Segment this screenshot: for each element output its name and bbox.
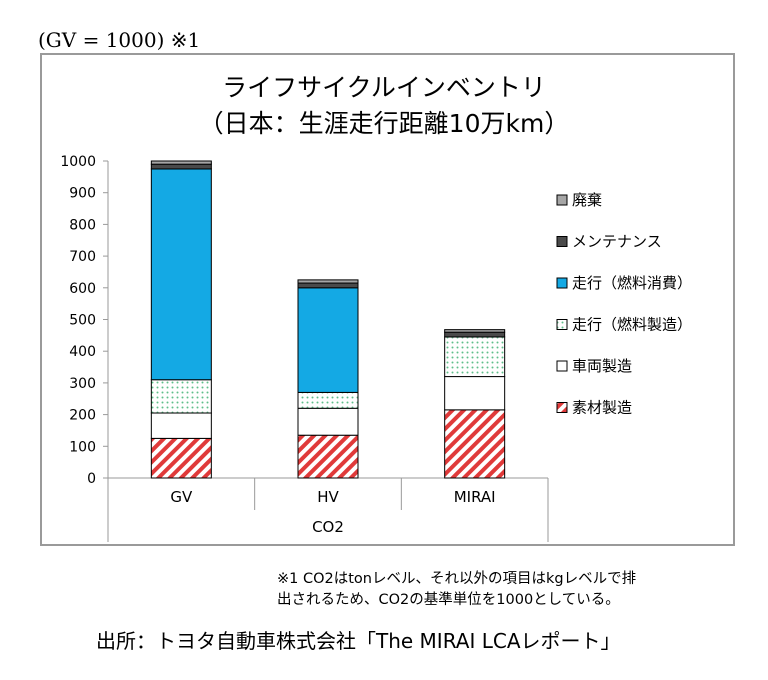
legend-label: 廃棄 xyxy=(572,191,602,209)
group-label: CO2 xyxy=(312,518,344,536)
legend-swatch xyxy=(556,277,568,289)
bar-segment xyxy=(444,329,506,333)
y-tick-label: 100 xyxy=(69,439,96,455)
stacked-bar-chart: 0 100 200 300 400 500 600 700 800 900 1000 CO2 GV HV M… xyxy=(60,154,692,542)
bar-segment xyxy=(297,287,359,393)
legend-label: 素材製造 xyxy=(572,399,632,417)
y-tick-label: 200 xyxy=(69,408,96,424)
legend-label: 車両製造 xyxy=(572,357,632,375)
bar-segment xyxy=(444,376,506,411)
footnote-line-1: ※1 CO2はtonレベル、それ以外の項目はkgレベルで排 xyxy=(277,571,637,587)
legend-swatch xyxy=(556,360,568,372)
legend-swatch xyxy=(556,319,568,330)
bar-segment xyxy=(297,407,359,436)
footnote-line-2: 出されるため、CO2の基準単位を1000としている。 xyxy=(277,592,620,608)
x-tick-label: HV xyxy=(317,488,339,506)
x-tick-label: GV xyxy=(170,488,193,506)
bar-segment xyxy=(297,279,359,284)
y-tick-label: 600 xyxy=(69,281,96,297)
legend-label: メンテナンス xyxy=(572,233,662,251)
bar-segment xyxy=(444,409,506,479)
bar-segment xyxy=(444,336,506,378)
bar-segment xyxy=(297,282,359,289)
y-tick-label: 800 xyxy=(69,217,96,233)
y-tick-label: 900 xyxy=(69,186,96,202)
chart-title: ライフサイクルインベントリ xyxy=(222,73,546,102)
bar-segment xyxy=(150,168,212,381)
y-tick-label: 0 xyxy=(87,471,96,487)
y-tick-label: 400 xyxy=(69,344,96,360)
legend-label: 走行（燃料消費） xyxy=(572,274,692,292)
bar-segment xyxy=(297,434,359,479)
legend-swatch xyxy=(556,194,568,206)
legend-label: 走行（燃料製造） xyxy=(572,316,692,334)
bar-segment xyxy=(150,160,212,165)
bar-segment xyxy=(150,379,212,414)
x-tick-label: MIRAI xyxy=(454,488,496,506)
y-tick-label: 1000 xyxy=(60,154,96,170)
y-tick-label: 500 xyxy=(69,313,96,329)
baseline-note: (GV = 1000) ※1 xyxy=(38,28,201,52)
bar-segment xyxy=(444,331,506,338)
bar-segment xyxy=(150,412,212,439)
bar-segment xyxy=(297,391,359,409)
source-credit: 出所：トヨタ自動車株式会社「The MIRAI LCAレポート」 xyxy=(96,629,621,653)
y-tick-label: 700 xyxy=(69,249,96,265)
legend-swatch xyxy=(556,402,568,413)
bar-segment xyxy=(150,437,212,479)
bar-segment xyxy=(150,163,212,170)
y-tick-label: 300 xyxy=(69,376,96,392)
chart-subtitle: （日本：生涯走行距離10万km） xyxy=(198,109,570,138)
legend-swatch xyxy=(556,236,568,247)
